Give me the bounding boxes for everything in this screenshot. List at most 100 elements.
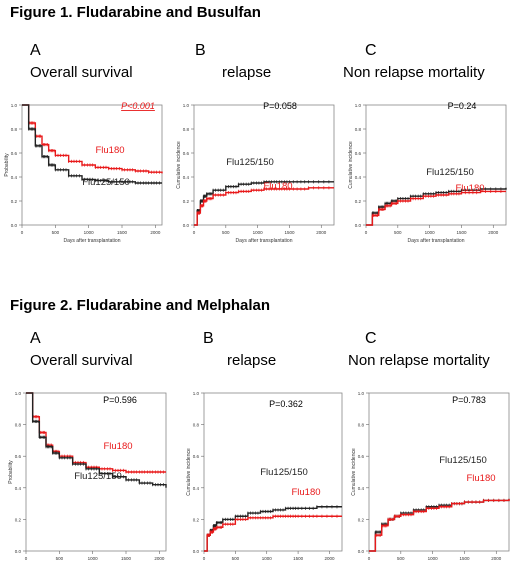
p-value-annotation: P=0.783 — [452, 395, 486, 405]
figure-1-panel-b-letter: B — [195, 42, 206, 59]
series-line — [204, 506, 342, 552]
y-tick-label: 0.6 — [355, 151, 362, 156]
p-value-annotation: P=0.362 — [269, 399, 303, 409]
x-axis-label: Days after transplantation — [64, 238, 121, 244]
x-tick-label: 1000 — [253, 230, 264, 235]
y-tick-label: 0.0 — [11, 223, 18, 228]
x-tick-label: 1500 — [284, 230, 295, 235]
y-axis-label: Cumulative incidence — [186, 448, 192, 496]
y-axis-label: Cumulative incidence — [351, 448, 357, 496]
y-tick-label: 0.8 — [193, 423, 200, 428]
y-tick-label: 1.0 — [193, 391, 200, 396]
series-label-flu125-150: Flu125/150 — [226, 157, 274, 168]
y-tick-label: 0.2 — [183, 199, 190, 204]
y-tick-label: 0.8 — [11, 127, 18, 132]
y-axis-label: Cumulative incidence — [176, 141, 182, 189]
x-tick-label: 500 — [394, 230, 402, 235]
figure-2-panel-c-name: Non relapse mortality — [348, 352, 490, 369]
y-tick-label: 0.8 — [355, 127, 362, 132]
y-tick-label: 0.6 — [15, 454, 22, 459]
y-tick-label: 0.4 — [193, 486, 200, 491]
x-tick-label: 1000 — [425, 230, 436, 235]
series-label-flu180: Flu180 — [466, 473, 495, 484]
x-tick-label: 0 — [21, 230, 24, 235]
p-value-annotation: P=0.24 — [448, 101, 477, 111]
y-tick-label: 1.0 — [355, 103, 362, 108]
y-axis-label: Probability — [4, 153, 10, 177]
figure-1-panel-c-name: Non relapse mortality — [343, 64, 485, 81]
y-tick-label: 0.2 — [11, 199, 18, 204]
series-line — [26, 392, 166, 473]
figure-1-panel-b-name: relapse — [222, 64, 272, 81]
x-tick-label: 2000 — [316, 230, 327, 235]
figure-2-nrm-chart: 0.0 0.2 0.4 0.6 0.8 1.0 0 500 1000 1500 2000 Cumula… — [351, 391, 510, 561]
figure-2-panel-b-letter: B — [203, 330, 214, 347]
series-label-flu180: Flu180 — [291, 487, 320, 498]
series-label-flu180: Flu180 — [95, 145, 124, 156]
plot-frame — [365, 104, 507, 226]
x-tick-label: 2000 — [154, 556, 165, 561]
x-tick-label: 0 — [365, 230, 368, 235]
y-tick-label: 0.8 — [358, 423, 365, 428]
x-tick-label: 1500 — [117, 230, 128, 235]
y-tick-label: 1.0 — [183, 103, 190, 108]
y-tick-label: 1.0 — [358, 391, 365, 396]
x-tick-label: 1500 — [121, 556, 132, 561]
series-flu180 — [194, 186, 334, 226]
y-tick-label: 0.0 — [358, 549, 365, 554]
y-tick-label: 0.4 — [15, 486, 22, 491]
x-tick-label: 1000 — [262, 556, 273, 561]
series-label-flu180: Flu180 — [103, 441, 132, 452]
series-label-flu125-150: Flu125/150 — [426, 167, 474, 178]
series-flu125-150 — [22, 104, 162, 185]
x-tick-label: 1500 — [456, 230, 467, 235]
y-tick-label: 0.0 — [15, 549, 22, 554]
series-flu125-150 — [204, 505, 342, 552]
x-tick-label: 2000 — [324, 556, 335, 561]
y-tick-label: 0.4 — [11, 175, 18, 180]
series-label-flu125-150: Flu125/150 — [74, 471, 122, 482]
series-label-flu180: Flu180 — [263, 181, 292, 192]
plot-frame — [368, 392, 510, 552]
x-tick-label: 500 — [397, 556, 405, 561]
figure-1-panel-a-name: Overall survival — [30, 64, 133, 81]
figure-2-panel-a-letter: A — [30, 330, 41, 347]
x-tick-label: 0 — [25, 556, 28, 561]
plot-frame — [193, 104, 335, 226]
series-line — [22, 104, 162, 184]
y-tick-label: 0.6 — [193, 454, 200, 459]
series-flu180 — [26, 392, 166, 474]
x-tick-label: 0 — [368, 556, 371, 561]
x-axis-label: Days after transplantation — [236, 238, 293, 244]
figure-1-panel-a-letter: A — [30, 42, 41, 59]
series-flu125-150 — [26, 392, 167, 488]
x-tick-label: 1000 — [84, 230, 95, 235]
x-tick-label: 1000 — [428, 556, 439, 561]
x-tick-label: 500 — [56, 556, 64, 561]
series-label-flu125-150: Flu125/150 — [439, 455, 487, 466]
x-tick-label: 500 — [222, 230, 230, 235]
figure-2-panel-c-letter: C — [365, 330, 377, 347]
x-axis-label: Days after transplantation — [408, 238, 465, 244]
series-label-flu180: Flu180 — [455, 183, 484, 194]
x-tick-label: 1500 — [459, 556, 470, 561]
figure-1-nrm-chart: 0.0 0.2 0.4 0.6 0.8 1.0 0 500 1000 1500 2000 Days a… — [348, 101, 507, 244]
y-tick-label: 0.6 — [11, 151, 18, 156]
series-label-flu125-150: Flu125/150 — [260, 467, 308, 478]
x-tick-label: 1500 — [293, 556, 304, 561]
series-flu180 — [369, 498, 510, 552]
y-axis-label: Probability — [8, 460, 14, 484]
y-tick-label: 0.6 — [183, 151, 190, 156]
series-line — [194, 187, 334, 226]
x-tick-label: 2000 — [150, 230, 161, 235]
p-value-annotation: P<0.001 — [121, 101, 155, 111]
series-line — [22, 104, 163, 174]
plot-frame — [203, 392, 343, 552]
x-tick-label: 500 — [52, 230, 60, 235]
y-tick-label: 0.6 — [358, 454, 365, 459]
y-tick-label: 0.4 — [358, 486, 365, 491]
figure-2-panel-a-name: Overall survival — [30, 352, 133, 369]
figure-2-panel-b-name: relapse — [227, 352, 277, 369]
x-tick-label: 500 — [232, 556, 240, 561]
y-tick-label: 0.0 — [193, 549, 200, 554]
